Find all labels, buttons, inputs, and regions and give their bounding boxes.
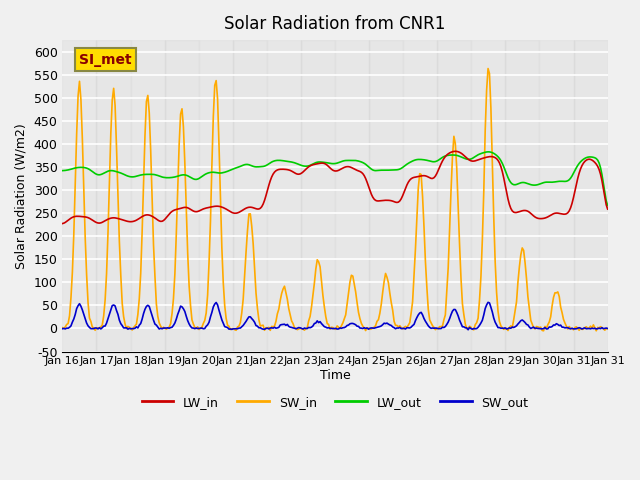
LW_out: [484, 149, 492, 155]
Legend: LW_in, SW_in, LW_out, SW_out: LW_in, SW_in, LW_out, SW_out: [136, 391, 534, 414]
Bar: [437, 40, 471, 351]
Bar: [198, 40, 233, 351]
Line: LW_in: LW_in: [63, 151, 607, 224]
SW_out: [484, 300, 492, 305]
LW_in: [601, 194, 609, 200]
LW_in: [604, 206, 611, 212]
SW_out: [77, 303, 84, 309]
LW_out: [601, 190, 609, 195]
Bar: [233, 40, 267, 351]
Bar: [506, 40, 540, 351]
SW_in: [540, 328, 547, 334]
LW_in: [447, 149, 455, 155]
SW_out: [447, 312, 455, 317]
SW_out: [59, 326, 67, 332]
X-axis label: Time: Time: [319, 369, 350, 382]
SW_in: [59, 325, 67, 331]
SW_in: [530, 325, 538, 331]
LW_in: [530, 213, 538, 219]
Y-axis label: Solar Radiation (W/m2): Solar Radiation (W/m2): [15, 123, 28, 269]
Bar: [131, 40, 164, 351]
LW_in: [59, 221, 67, 227]
Line: SW_out: SW_out: [63, 302, 607, 330]
LW_out: [447, 152, 455, 158]
SW_in: [77, 97, 84, 103]
SW_in: [339, 320, 347, 326]
Bar: [369, 40, 403, 351]
Bar: [471, 40, 506, 351]
Bar: [573, 40, 607, 351]
Bar: [97, 40, 131, 351]
Bar: [335, 40, 369, 351]
LW_in: [339, 165, 347, 171]
Bar: [540, 40, 573, 351]
Text: SI_met: SI_met: [79, 53, 131, 67]
LW_out: [59, 168, 67, 173]
Bar: [301, 40, 335, 351]
Bar: [164, 40, 198, 351]
SW_in: [484, 66, 492, 72]
LW_out: [77, 165, 84, 170]
LW_in: [451, 148, 459, 154]
Bar: [63, 40, 97, 351]
Bar: [267, 40, 301, 351]
SW_out: [531, 325, 539, 331]
SW_in: [447, 188, 455, 193]
SW_out: [602, 325, 610, 331]
SW_out: [604, 325, 611, 331]
SW_in: [602, 326, 610, 332]
Line: LW_out: LW_out: [63, 152, 607, 205]
Bar: [403, 40, 437, 351]
SW_out: [94, 326, 102, 332]
LW_out: [339, 158, 347, 164]
SW_in: [604, 325, 611, 331]
Title: Solar Radiation from CNR1: Solar Radiation from CNR1: [225, 15, 445, 33]
LW_out: [94, 172, 102, 178]
LW_out: [530, 182, 538, 188]
LW_in: [77, 214, 84, 219]
LW_out: [604, 203, 611, 208]
SW_in: [94, 325, 102, 331]
LW_in: [94, 220, 102, 226]
SW_out: [464, 327, 472, 333]
SW_out: [339, 325, 347, 331]
Line: SW_in: SW_in: [63, 69, 607, 331]
